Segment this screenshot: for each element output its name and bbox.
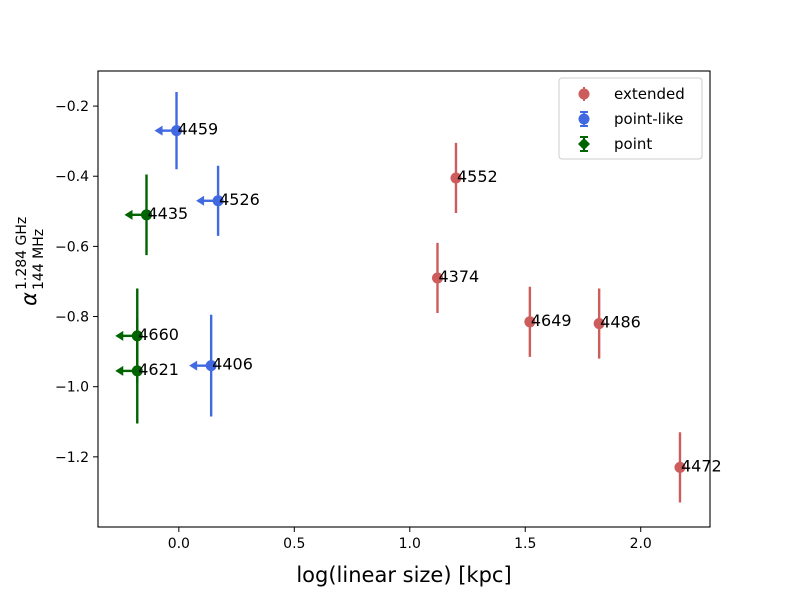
data-point-4435: 4435: [124, 174, 188, 256]
chart-marks: 4552 4374 4649 4486 4472 4459 4526 4406 4435 4660…: [115, 92, 722, 503]
data-marker: [674, 461, 686, 473]
series-point-like: 4459 4526 4406: [154, 92, 260, 417]
series-extended: 4552 4374 4649 4486 4472: [431, 142, 722, 503]
y-axis-label: α 1.284 GHz 144 MHz: [14, 217, 47, 306]
x-tick-label: 0.0: [168, 536, 190, 552]
data-point-4406: 4406: [189, 314, 253, 417]
data-point-4459: 4459: [154, 92, 219, 170]
upper-limit-arrow-head: [189, 360, 198, 371]
x-tick-label: 1.0: [399, 536, 421, 552]
y-tick-label: −0.8: [55, 310, 89, 326]
data-marker: [171, 125, 183, 137]
data-marker: [212, 195, 224, 207]
y-axis-ticks: −0.2 −0.4 −0.6 −0.8 −1.0 −1.2: [55, 99, 98, 466]
data-point-4526: 4526: [196, 165, 260, 236]
data-label: 4552: [457, 167, 498, 186]
axes-frame: [97, 70, 711, 528]
x-tick-label: 1.5: [514, 536, 536, 552]
data-label: 4621: [138, 360, 179, 379]
legend-entry-extended: extended: [578, 85, 685, 103]
data-point-4486: 4486: [593, 288, 641, 359]
legend-label: extended: [614, 85, 685, 103]
upper-limit-arrow-head: [154, 125, 163, 136]
y-axis-label-superscript: 1.284 GHz: [14, 217, 30, 290]
data-label: 4660: [138, 325, 179, 344]
series-point: 4435 4660 4621: [115, 174, 188, 424]
data-label: 4374: [438, 267, 479, 286]
data-point-4621: 4621: [115, 318, 179, 424]
data-label: 4649: [531, 311, 572, 330]
data-marker: [205, 360, 217, 372]
data-point-4472: 4472: [674, 432, 722, 503]
legend-label: point: [614, 135, 652, 153]
data-label: 4459: [178, 120, 219, 139]
data-marker: [431, 272, 443, 284]
legend-marker: [578, 138, 590, 150]
data-marker: [140, 209, 152, 221]
data-label: 4435: [147, 204, 188, 223]
data-marker: [593, 318, 605, 330]
upper-limit-arrow-head: [196, 195, 205, 206]
legend-entry-point-like: point-like: [578, 110, 683, 128]
upper-limit-arrow-head: [115, 330, 124, 341]
data-label: 4526: [219, 190, 260, 209]
data-marker: [524, 316, 536, 328]
y-axis-label-subscript: 144 MHz: [31, 229, 47, 290]
y-tick-label: −0.6: [55, 239, 89, 255]
y-tick-label: −1.2: [55, 450, 89, 466]
legend-label: point-like: [614, 110, 683, 128]
legend: extended point-like point: [558, 77, 703, 160]
data-label: 4486: [600, 313, 641, 332]
data-marker: [450, 172, 462, 184]
legend-entry-point: point: [578, 135, 652, 153]
x-axis-label: log(linear size) [kpc]: [296, 563, 511, 587]
legend-marker: [578, 113, 590, 125]
x-tick-label: 2.0: [630, 536, 652, 552]
legend-box: [558, 77, 703, 160]
y-axis-label-symbol: α: [17, 292, 41, 306]
x-axis-ticks: 0.0 0.5 1.0 1.5 2.0: [168, 527, 652, 552]
upper-limit-arrow-head: [115, 365, 124, 376]
data-point-4552: 4552: [450, 142, 498, 214]
data-marker: [131, 365, 143, 377]
y-tick-label: −1.0: [55, 380, 89, 396]
data-point-4374: 4374: [431, 242, 479, 314]
x-tick-label: 0.5: [283, 536, 305, 552]
data-label: 4406: [212, 355, 253, 374]
y-tick-label: −0.2: [55, 99, 89, 115]
upper-limit-arrow-head: [124, 209, 133, 220]
legend-marker: [578, 88, 590, 100]
data-point-4649: 4649: [524, 286, 572, 357]
data-label: 4472: [681, 456, 722, 475]
y-tick-label: −0.4: [55, 169, 89, 185]
